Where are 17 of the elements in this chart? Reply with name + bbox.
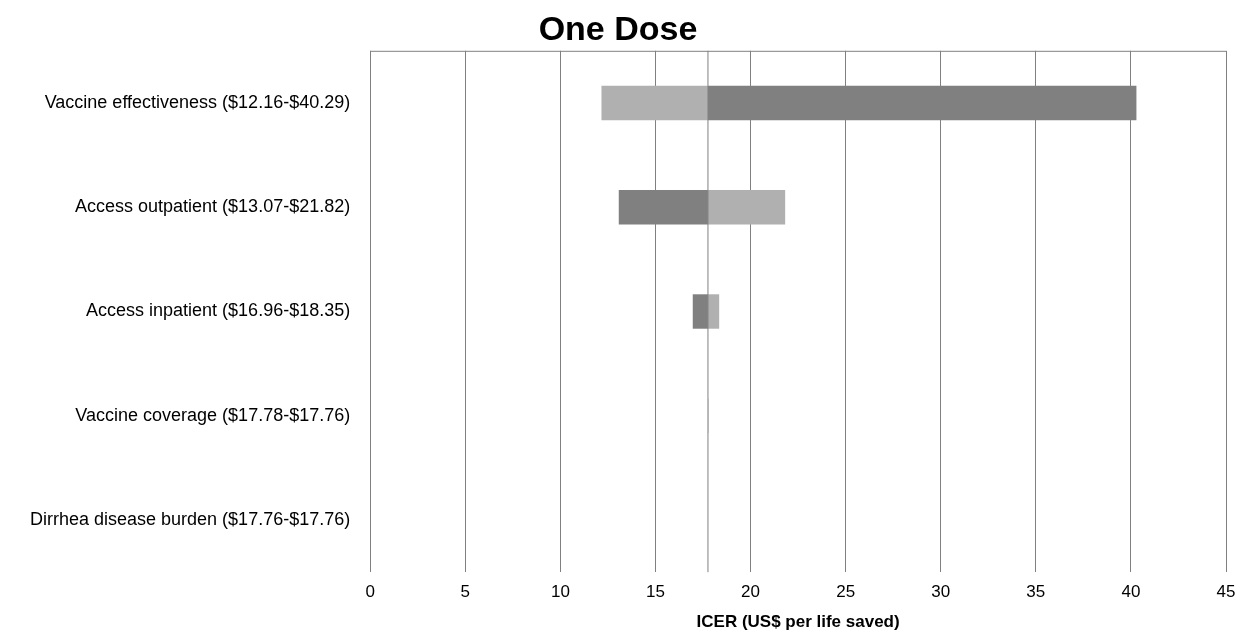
x-axis-title: ICER (US$ per life saved) <box>696 612 900 632</box>
x-tick-label: 10 <box>550 582 570 602</box>
x-tick-label: 40 <box>1121 582 1141 602</box>
y-tick-label: Vaccine coverage ($17.78-$17.76) <box>75 404 351 425</box>
y-tick-label: Dirrhea disease burden ($17.76-$17.76) <box>30 509 351 530</box>
y-tick-label: Vaccine effectiveness ($12.16-$40.29) <box>44 91 351 112</box>
x-tick-label: 35 <box>1026 582 1046 602</box>
x-tick-label: 20 <box>741 582 761 602</box>
chart-title: One Dose <box>538 8 698 47</box>
x-tick-label: 30 <box>931 582 951 602</box>
x-tick-label: 45 <box>1216 582 1236 602</box>
y-tick-label: Access outpatient ($13.07-$21.82) <box>75 196 351 217</box>
x-tick-label: 0 <box>365 582 375 602</box>
y-tick-label: Access inpatient ($16.96-$18.35) <box>86 300 351 321</box>
x-tick-label: 25 <box>836 582 856 602</box>
x-tick-label: 5 <box>460 582 471 602</box>
x-tick-label: 15 <box>646 582 665 602</box>
